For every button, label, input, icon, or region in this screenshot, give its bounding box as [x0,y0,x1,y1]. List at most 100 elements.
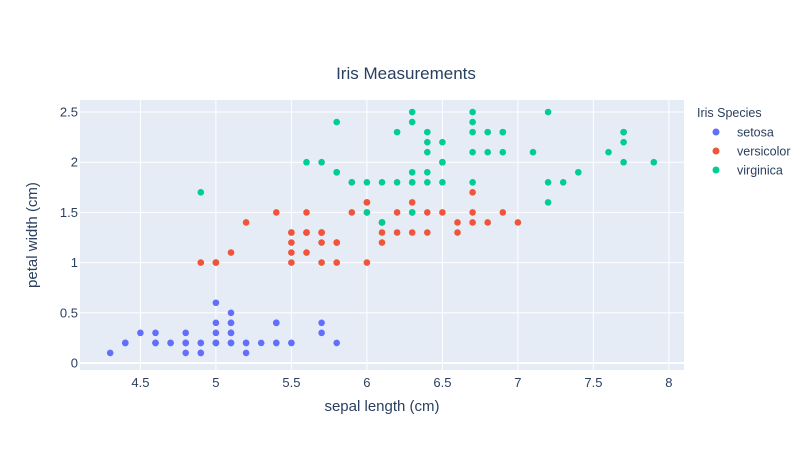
data-point-versicolor[interactable] [393,229,401,236]
data-point-versicolor[interactable] [318,239,325,246]
data-point-versicolor[interactable] [318,229,325,236]
data-point-setosa[interactable] [227,319,235,327]
data-point-virginica[interactable] [378,219,386,226]
legend[interactable]: Iris Species setosa versicolor virginica [697,106,791,178]
data-point-virginica[interactable] [605,148,612,156]
data-point-setosa[interactable] [182,329,189,337]
data-point-virginica[interactable] [484,148,492,156]
data-point-setosa[interactable] [106,349,114,357]
data-point-versicolor[interactable] [303,229,310,236]
data-point-setosa[interactable] [182,339,189,347]
data-point-virginica[interactable] [348,179,356,186]
data-point-setosa[interactable] [273,339,280,347]
data-point-setosa[interactable] [242,339,250,347]
data-point-virginica[interactable] [424,138,431,146]
data-point-setosa[interactable] [122,339,129,347]
data-point-virginica[interactable] [408,209,416,216]
data-point-setosa[interactable] [212,339,220,347]
data-point-virginica[interactable] [484,128,492,136]
data-point-versicolor[interactable] [288,229,295,236]
data-point-virginica[interactable] [424,179,431,186]
legend-item-virginica[interactable]: virginica [712,164,783,178]
data-point-virginica[interactable] [544,199,552,206]
legend-item-setosa[interactable]: setosa [712,126,774,140]
data-point-virginica[interactable] [363,179,371,186]
data-point-virginica[interactable] [408,179,416,186]
data-point-setosa[interactable] [257,339,265,347]
data-point-setosa[interactable] [182,349,189,357]
data-point-versicolor[interactable] [424,209,431,216]
data-point-virginica[interactable] [544,108,552,116]
data-point-virginica[interactable] [393,179,401,186]
data-point-versicolor[interactable] [469,189,476,196]
data-point-versicolor[interactable] [378,239,386,246]
data-point-setosa[interactable] [227,339,235,347]
data-point-setosa[interactable] [137,329,144,337]
data-point-versicolor[interactable] [333,239,341,246]
data-point-virginica[interactable] [575,168,582,176]
data-point-virginica[interactable] [559,179,567,186]
data-point-versicolor[interactable] [393,209,401,216]
data-point-virginica[interactable] [469,179,476,186]
data-point-virginica[interactable] [469,108,476,116]
data-point-virginica[interactable] [333,118,341,126]
data-point-virginica[interactable] [408,108,416,116]
data-point-versicolor[interactable] [318,259,325,266]
data-point-virginica[interactable] [363,209,371,216]
data-point-setosa[interactable] [212,329,220,337]
data-point-setosa[interactable] [318,319,325,327]
data-point-versicolor[interactable] [288,259,295,266]
data-point-setosa[interactable] [288,339,295,347]
data-point-versicolor[interactable] [303,249,310,256]
data-point-virginica[interactable] [620,138,627,146]
data-point-virginica[interactable] [424,128,431,136]
data-point-versicolor[interactable] [424,229,431,236]
data-point-virginica[interactable] [378,179,386,186]
data-point-virginica[interactable] [318,158,325,166]
data-point-setosa[interactable] [152,329,159,337]
legend-item-versicolor[interactable]: versicolor [712,145,791,159]
data-point-versicolor[interactable] [499,209,507,216]
data-point-setosa[interactable] [242,349,250,357]
data-point-versicolor[interactable] [378,229,386,236]
data-point-versicolor[interactable] [242,219,250,226]
data-point-versicolor[interactable] [227,249,235,256]
data-point-versicolor[interactable] [363,259,371,266]
data-point-versicolor[interactable] [408,229,416,236]
data-point-virginica[interactable] [529,148,537,156]
data-point-virginica[interactable] [303,158,310,166]
data-point-virginica[interactable] [620,128,627,136]
data-point-versicolor[interactable] [197,259,205,266]
data-point-setosa[interactable] [333,339,341,347]
data-point-virginica[interactable] [620,158,627,166]
data-point-versicolor[interactable] [333,259,341,266]
data-point-virginica[interactable] [469,118,476,126]
data-point-versicolor[interactable] [363,199,371,206]
data-point-virginica[interactable] [197,189,205,196]
data-point-setosa[interactable] [227,329,235,337]
data-point-virginica[interactable] [499,148,507,156]
data-point-versicolor[interactable] [288,239,295,246]
data-point-versicolor[interactable] [439,209,446,216]
data-point-versicolor[interactable] [348,209,356,216]
data-point-versicolor[interactable] [484,219,492,226]
data-point-virginica[interactable] [408,118,416,126]
data-point-setosa[interactable] [227,309,235,317]
data-point-setosa[interactable] [167,339,174,347]
data-point-versicolor[interactable] [303,209,310,216]
data-point-setosa[interactable] [197,339,205,347]
data-point-setosa[interactable] [197,349,205,357]
data-point-versicolor[interactable] [454,229,461,236]
data-point-virginica[interactable] [439,158,446,166]
data-point-virginica[interactable] [469,128,476,136]
data-point-virginica[interactable] [439,179,446,186]
data-point-setosa[interactable] [152,339,159,347]
data-point-versicolor[interactable] [469,209,476,216]
data-point-versicolor[interactable] [408,199,416,206]
data-point-versicolor[interactable] [514,219,522,226]
data-point-virginica[interactable] [424,148,431,156]
legend-items[interactable]: setosa versicolor virginica [712,126,791,178]
data-point-virginica[interactable] [469,148,476,156]
data-point-virginica[interactable] [393,128,401,136]
data-point-versicolor[interactable] [469,219,476,226]
